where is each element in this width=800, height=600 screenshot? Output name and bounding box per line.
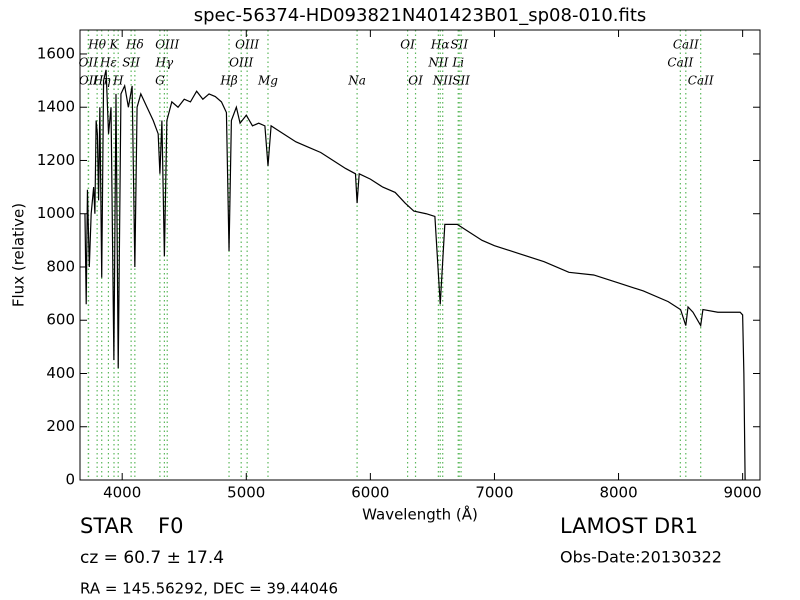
spectral-line-label: OII — [79, 74, 99, 88]
x-tick-label: 4000 — [103, 484, 141, 502]
spectral-line-label: SII — [450, 38, 468, 52]
x-tick-label: 8000 — [599, 484, 637, 502]
y-tick-label: 200 — [46, 417, 75, 435]
survey-label: LAMOST DR1 — [560, 514, 698, 538]
y-tick-label: 1600 — [37, 44, 75, 62]
spectral-line-label: Li — [451, 56, 464, 70]
spectral-line-label: OIII — [235, 38, 259, 52]
spectral-line-label: OI — [408, 74, 423, 88]
subclass-label: F0 — [158, 514, 183, 538]
spectral-line-label: Hβ — [219, 74, 237, 88]
y-tick-label: 1400 — [37, 98, 75, 116]
spectrum-line — [84, 69, 746, 481]
y-tick-label: 800 — [46, 257, 75, 275]
spectral-line-label: NII — [432, 74, 453, 88]
y-tick-label: 1200 — [37, 151, 75, 169]
spectral-line-label: OIII — [155, 38, 179, 52]
spectral-line-label: CaII — [673, 38, 699, 52]
x-tick-label: 7000 — [475, 484, 513, 502]
spectral-line-label: Na — [347, 74, 366, 88]
y-axis-label: Flux (relative) — [10, 203, 28, 307]
spectral-line-label: Hα — [430, 38, 450, 52]
spectral-line-label: H — [112, 74, 124, 88]
x-axis-label: Wavelength (Å) — [362, 505, 478, 524]
spectral-line-label: Hγ — [155, 56, 174, 70]
plot-frame — [79, 29, 761, 481]
y-tick-label: 400 — [46, 364, 75, 382]
spectral-line-label: Hδ — [125, 38, 144, 52]
spectral-line-label: SII — [122, 56, 140, 70]
y-tick-label: 1000 — [37, 204, 75, 222]
spectral-line-label: Hε — [99, 56, 117, 70]
obs-date-label: Obs-Date:20130322 — [560, 548, 722, 567]
class-label: STAR — [80, 514, 133, 538]
spectral-line-label: G — [155, 74, 165, 88]
spectral-line-label: Mg — [257, 74, 278, 88]
x-tick-label: 9000 — [724, 484, 762, 502]
chart-title: spec-56374-HD093821N401423B01_sp08-010.f… — [194, 5, 647, 26]
spectral-line-label: SII — [452, 74, 470, 88]
y-tick-label: 600 — [46, 311, 75, 329]
spectral-line-label: OI — [400, 38, 415, 52]
spectral-line-label: OIII — [229, 56, 253, 70]
spectral-line-label: NII — [427, 56, 448, 70]
y-tick-label: 0 — [65, 471, 75, 489]
x-tick-label: 5000 — [227, 484, 265, 502]
coordinates-label: RA = 145.56292, DEC = 39.44046 — [80, 580, 338, 598]
spectral-line-label: CaII — [688, 74, 714, 88]
spectral-line-label: Hθ — [87, 38, 106, 52]
redshift-label: cz = 60.7 ± 17.4 — [80, 548, 224, 568]
spectral-line-label: Hη — [92, 74, 111, 88]
spectral-line-label: CaII — [667, 56, 693, 70]
spectral-line-label: K — [109, 38, 120, 52]
x-tick-label: 6000 — [351, 484, 389, 502]
